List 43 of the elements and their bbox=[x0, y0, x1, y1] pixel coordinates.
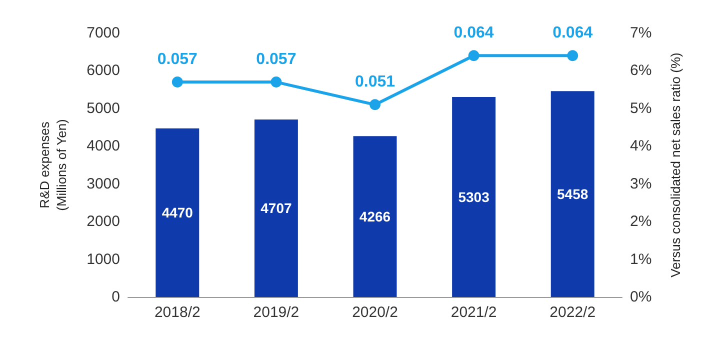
point bbox=[172, 76, 183, 88]
y-tick-label: 0 bbox=[112, 288, 120, 306]
bar bbox=[452, 97, 496, 297]
data-label: 0.057 bbox=[157, 51, 198, 68]
point bbox=[370, 99, 380, 110]
x-tick-label: 2018/2 bbox=[154, 304, 200, 321]
y-tick-label: 6000 bbox=[86, 62, 120, 80]
bar bbox=[156, 128, 200, 297]
data-label: 4707 bbox=[260, 200, 292, 216]
y2-tick-label: 2% bbox=[630, 213, 652, 230]
x-tick-label: 2021/2 bbox=[450, 304, 497, 321]
y2-tick-label: 0% bbox=[630, 288, 652, 306]
data-label: 0.051 bbox=[354, 74, 396, 91]
y-tick-label: 3000 bbox=[86, 175, 120, 192]
bar bbox=[550, 91, 594, 297]
x-tick-label: 2019/2 bbox=[253, 304, 300, 321]
y-tick-label: 4000 bbox=[86, 138, 120, 155]
data-label: 0.064 bbox=[552, 24, 593, 42]
y-tick-label: 7000 bbox=[86, 24, 120, 42]
point bbox=[270, 76, 282, 88]
y2-tick-label: 5% bbox=[630, 100, 652, 117]
y2-tick-label: 4% bbox=[630, 138, 652, 155]
x-tick-label: 2022/2 bbox=[550, 304, 596, 321]
y2-tick-label: 6% bbox=[630, 62, 652, 80]
x-tick-label: 2020/2 bbox=[352, 304, 398, 321]
data-label: 4470 bbox=[162, 204, 194, 221]
point bbox=[567, 50, 578, 62]
y2-tick-label: 7% bbox=[630, 24, 652, 42]
data-label: 0.057 bbox=[256, 51, 296, 68]
y-tick-label: 1000 bbox=[86, 250, 120, 268]
point bbox=[468, 50, 480, 62]
data-label: 5303 bbox=[458, 189, 490, 205]
y-tick-label: 2000 bbox=[86, 213, 120, 230]
y2-tick-label: 1% bbox=[630, 250, 652, 268]
y-axis-title: R&D expenses (Millions of Yen) bbox=[37, 119, 69, 211]
y2-axis-title: Versus consolidated net sales ratio (%) bbox=[668, 52, 683, 278]
bar bbox=[353, 136, 397, 297]
data-label: 0.064 bbox=[454, 24, 494, 42]
data-label: 5458 bbox=[557, 186, 588, 202]
bar bbox=[254, 119, 298, 297]
y2-tick-label: 3% bbox=[630, 175, 652, 192]
data-label: 4266 bbox=[359, 208, 391, 225]
y-tick-label: 5000 bbox=[86, 100, 120, 117]
